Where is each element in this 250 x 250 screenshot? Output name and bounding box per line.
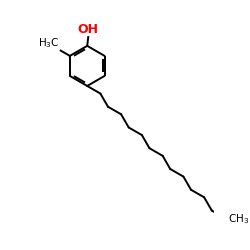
Text: OH: OH xyxy=(78,23,99,36)
Text: $\mathregular{CH_3}$: $\mathregular{CH_3}$ xyxy=(228,212,249,226)
Text: $\mathregular{H_3}$C: $\mathregular{H_3}$C xyxy=(38,36,60,50)
